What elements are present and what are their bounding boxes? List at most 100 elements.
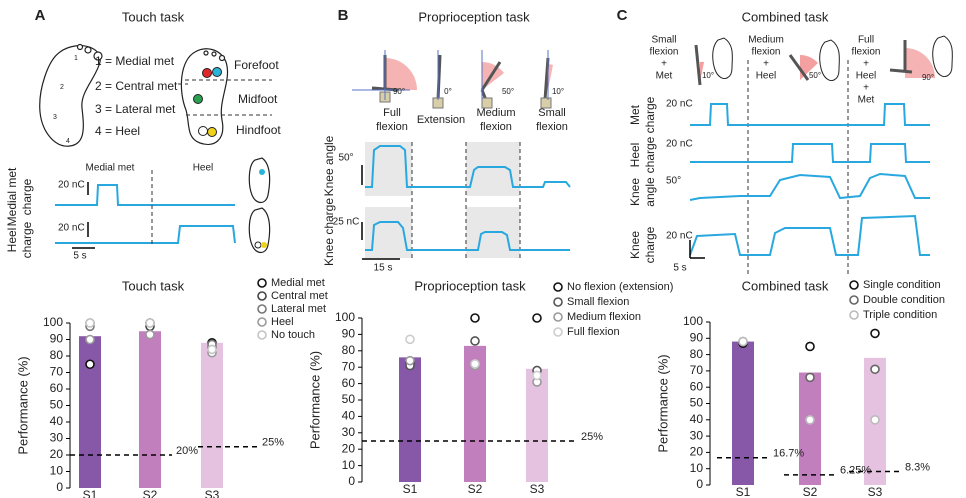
y-tick-label: 0 [348,474,355,488]
trace-label: charge [643,136,657,173]
chance-label: 8.3% [905,461,930,473]
foot-number: 3 [53,114,57,121]
panel-label: C [617,7,628,24]
scale-label: 20 nC [666,139,693,150]
legend-marker [849,295,859,305]
legend-label: Heel [271,316,294,328]
panel-label: A [35,7,46,24]
bar [526,368,548,482]
angle-label: 90° [922,73,934,82]
y-tick-label: 60 [690,379,704,393]
data-point [145,329,155,340]
data-point [532,370,542,381]
trace-label: Knee [628,178,642,206]
chance-label: 16.7% [773,448,804,460]
legend-label: No touch [271,329,315,341]
y-axis-label: Performance (%) [15,356,30,454]
y-tick-label: 70 [342,359,356,373]
data-point [870,414,880,425]
condition-label: + [863,83,869,94]
bar [399,357,421,482]
y-tick-label: 50 [690,396,704,410]
foot-number: 2 [60,84,64,91]
x-tick-label: S1 [403,482,418,496]
traces-b [361,142,571,260]
y-tick-label: 50 [50,398,64,412]
condition-label: flexion [752,47,781,58]
y-tick-label: 70 [690,363,704,377]
condition-label: Met [656,71,673,82]
trace-label: charge [20,178,34,215]
y-tick-label: 100 [683,314,703,328]
y-tick-label: 10 [690,461,704,475]
angle-label: 90° [393,87,405,96]
legend-label: Full flexion [567,326,620,338]
y-tick-label: 80 [342,343,356,357]
y-tick-label: 60 [342,376,356,390]
condition-label: Small [651,35,676,46]
legend-marker [849,310,859,320]
trace-label: Medial met [5,167,19,226]
pose-label: flexion [480,121,512,133]
trace-header: Heel [193,163,214,174]
chance-label: 6.25% [840,465,871,477]
y-tick-label: 10 [50,464,64,478]
scale-label: 25 nC [333,217,360,228]
chart-title: Touch task [122,278,185,293]
y-tick-label: 70 [50,365,64,379]
x-tick-label: S2 [803,485,818,498]
legend-label: Single condition [863,279,941,291]
data-point [405,334,415,345]
pose-label: flexion [536,121,568,133]
data-point [805,341,815,352]
scale-label: 20 nC [58,223,85,234]
y-tick-label: 80 [50,348,64,362]
y-tick-label: 20 [690,445,704,459]
y-tick-label: 30 [690,428,704,442]
condition-label: Heel [756,71,777,82]
scale-label: 5 s [673,263,686,274]
legend-marker [257,291,267,301]
bar [139,331,161,488]
x-tick-label: S3 [530,482,545,496]
y-tick-label: 100 [335,310,355,324]
condition-label: Met [858,95,875,106]
trace-header: Medial met [86,163,135,174]
x-tick-label: S2 [143,488,158,498]
x-tick-label: S2 [468,482,483,496]
bar [79,336,101,488]
chance-label: 20% [176,445,198,457]
trace-label: angle [643,177,657,207]
condition-label: flexion [650,47,679,58]
trace-label: charge [20,221,34,258]
y-tick-label: 80 [690,347,704,361]
legend-marker [849,280,859,290]
chance-label: 25% [581,431,603,443]
data-point [870,328,880,339]
data-point [870,364,880,375]
legend-label: No flexion (extension) [567,281,673,293]
pose-label: Full [383,107,401,119]
legend-label: Small flexion [567,296,629,308]
data-point [805,372,815,383]
y-tick-label: 50 [342,392,356,406]
pose-label: flexion [376,121,408,133]
trace-label: Heel [5,228,19,253]
foot-legend: 4 = Heel [95,124,140,138]
angle-label: 50° [809,71,821,80]
foot-region: Forefoot [234,58,279,72]
data-point [207,344,217,355]
trace-label: Met [628,104,642,125]
angle-label: 10° [552,87,564,96]
y-tick-label: 90 [50,332,64,346]
condition-label: Medium [748,35,784,46]
y-tick-label: 10 [342,458,356,472]
trace-label: Knee [628,231,642,259]
data-point [805,414,815,425]
trace-label: charge [643,226,657,263]
legend-label: Central met [271,290,328,302]
data-point [85,359,95,370]
chart-title: Proprioception task [414,278,526,293]
pose-label: Extension [417,114,465,126]
bar [464,345,486,482]
